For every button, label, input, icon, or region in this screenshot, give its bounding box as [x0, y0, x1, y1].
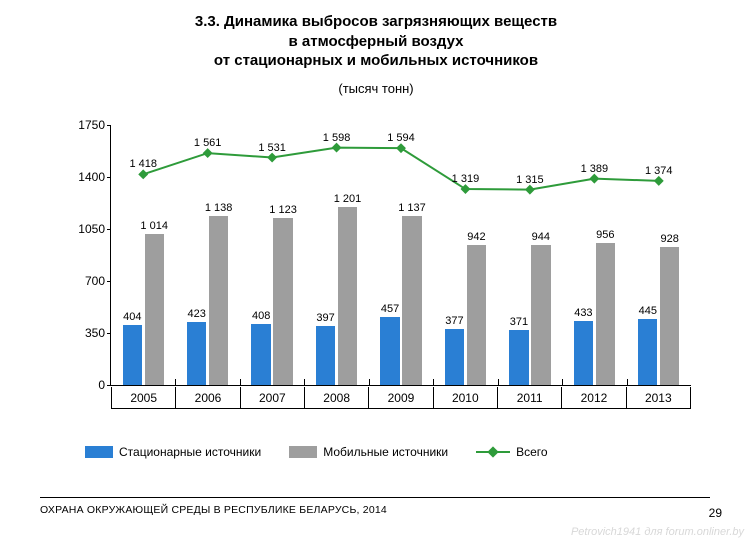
bar-stationary [638, 319, 657, 385]
legend-label-mobile: Мобильные источники [323, 445, 448, 459]
total-marker [525, 185, 535, 195]
y-tick-label: 700 [71, 274, 105, 288]
bar-mobile [209, 216, 228, 385]
y-tick-label: 1050 [71, 222, 105, 236]
bar-label-stationary: 397 [316, 312, 334, 324]
y-tick-label: 350 [71, 326, 105, 340]
bar-mobile [660, 247, 679, 385]
bar-stationary [574, 321, 593, 385]
page-number: 29 [709, 506, 722, 520]
line-label-total: 1 374 [645, 165, 673, 177]
bar-stationary [251, 324, 270, 385]
bar-stationary [380, 317, 399, 385]
line-label-total: 1 531 [258, 142, 286, 154]
x-tick-label: 2006 [176, 387, 240, 409]
legend-label-stationary: Стационарные источники [119, 445, 261, 459]
title-line-1: 3.3. Динамика выбросов загрязняющих веще… [0, 12, 752, 32]
plot-area: 200520062007200820092010201120122013 035… [110, 125, 691, 386]
x-tick-label: 2013 [627, 387, 691, 409]
x-tick-label: 2008 [305, 387, 369, 409]
legend-label-total: Всего [516, 445, 547, 459]
bar-label-stationary: 445 [639, 305, 657, 317]
total-marker [138, 169, 148, 179]
total-marker [203, 148, 213, 158]
line-label-total: 1 594 [387, 132, 415, 144]
x-tick-label: 2009 [369, 387, 433, 409]
chart-subtitle: (тысяч тонн) [0, 81, 752, 96]
bar-stationary [187, 322, 206, 385]
bar-label-stationary: 423 [188, 308, 206, 320]
bar-label-stationary: 377 [445, 315, 463, 327]
line-label-total: 1 598 [323, 132, 351, 144]
legend-item-stationary: Стационарные источники [85, 445, 261, 459]
bar-mobile [531, 245, 550, 385]
bar-mobile [467, 245, 486, 385]
bar-stationary [123, 325, 142, 385]
y-tick-label: 0 [71, 378, 105, 392]
line-label-total: 1 315 [516, 174, 544, 186]
legend-item-mobile: Мобильные источники [289, 445, 448, 459]
chart-area: 200520062007200820092010201120122013 0 35… [70, 125, 690, 415]
bar-label-stationary: 371 [510, 316, 528, 328]
bar-stationary [445, 329, 464, 385]
bar-stationary [509, 330, 528, 385]
total-marker [332, 143, 342, 153]
watermark: Petrovich1941 для forum.onliner.by [571, 526, 744, 538]
bar-label-stationary: 408 [252, 310, 270, 322]
page: 3.3. Динамика выбросов загрязняющих веще… [0, 0, 752, 542]
legend-swatch-mobile [289, 446, 317, 458]
legend-line-total [476, 448, 510, 456]
footer-divider [40, 497, 710, 498]
line-label-total: 1 418 [129, 158, 157, 170]
x-tick-label: 2005 [111, 387, 176, 409]
bar-label-mobile: 942 [467, 231, 485, 243]
legend: Стационарные источники Мобильные источни… [85, 445, 675, 459]
bar-label-mobile: 1 014 [140, 220, 168, 232]
bar-label-mobile: 1 201 [334, 193, 362, 205]
bar-mobile [273, 218, 292, 385]
total-marker [396, 143, 406, 153]
bar-label-stationary: 457 [381, 303, 399, 315]
x-tick-label: 2007 [241, 387, 305, 409]
bar-label-mobile: 1 137 [398, 202, 426, 214]
title-line-3: от стационарных и мобильных источников [0, 51, 752, 71]
bar-label-stationary: 404 [123, 311, 141, 323]
line-label-total: 1 389 [581, 163, 609, 175]
bar-label-mobile: 944 [532, 231, 550, 243]
x-axis: 200520062007200820092010201120122013 [111, 387, 691, 409]
y-tick-label: 1400 [71, 170, 105, 184]
y-tick-label: 1750 [71, 118, 105, 132]
legend-swatch-stationary [85, 446, 113, 458]
total-marker [460, 184, 470, 194]
footer-text: ОХРАНА ОКРУЖАЮЩЕЙ СРЕДЫ В РЕСПУБЛИКЕ БЕЛ… [40, 504, 387, 516]
legend-item-total: Всего [476, 445, 547, 459]
line-label-total: 1 319 [452, 173, 480, 185]
bar-label-mobile: 928 [661, 233, 679, 245]
bar-mobile [596, 243, 615, 385]
total-marker [589, 174, 599, 184]
total-marker [267, 153, 277, 163]
bar-stationary [316, 326, 335, 385]
total-marker [654, 176, 664, 186]
x-tick-label: 2011 [498, 387, 562, 409]
bar-label-stationary: 433 [574, 307, 592, 319]
x-tick-label: 2012 [562, 387, 626, 409]
bar-mobile [338, 207, 357, 385]
x-tick-label: 2010 [434, 387, 498, 409]
bar-mobile [145, 234, 164, 385]
line-label-total: 1 561 [194, 137, 222, 149]
bar-label-mobile: 956 [596, 229, 614, 241]
bar-label-mobile: 1 138 [205, 202, 233, 214]
chart-title: 3.3. Динамика выбросов загрязняющих веще… [0, 0, 752, 71]
bar-mobile [402, 216, 421, 385]
title-line-2: в атмосферный воздух [0, 32, 752, 52]
bar-label-mobile: 1 123 [269, 204, 297, 216]
